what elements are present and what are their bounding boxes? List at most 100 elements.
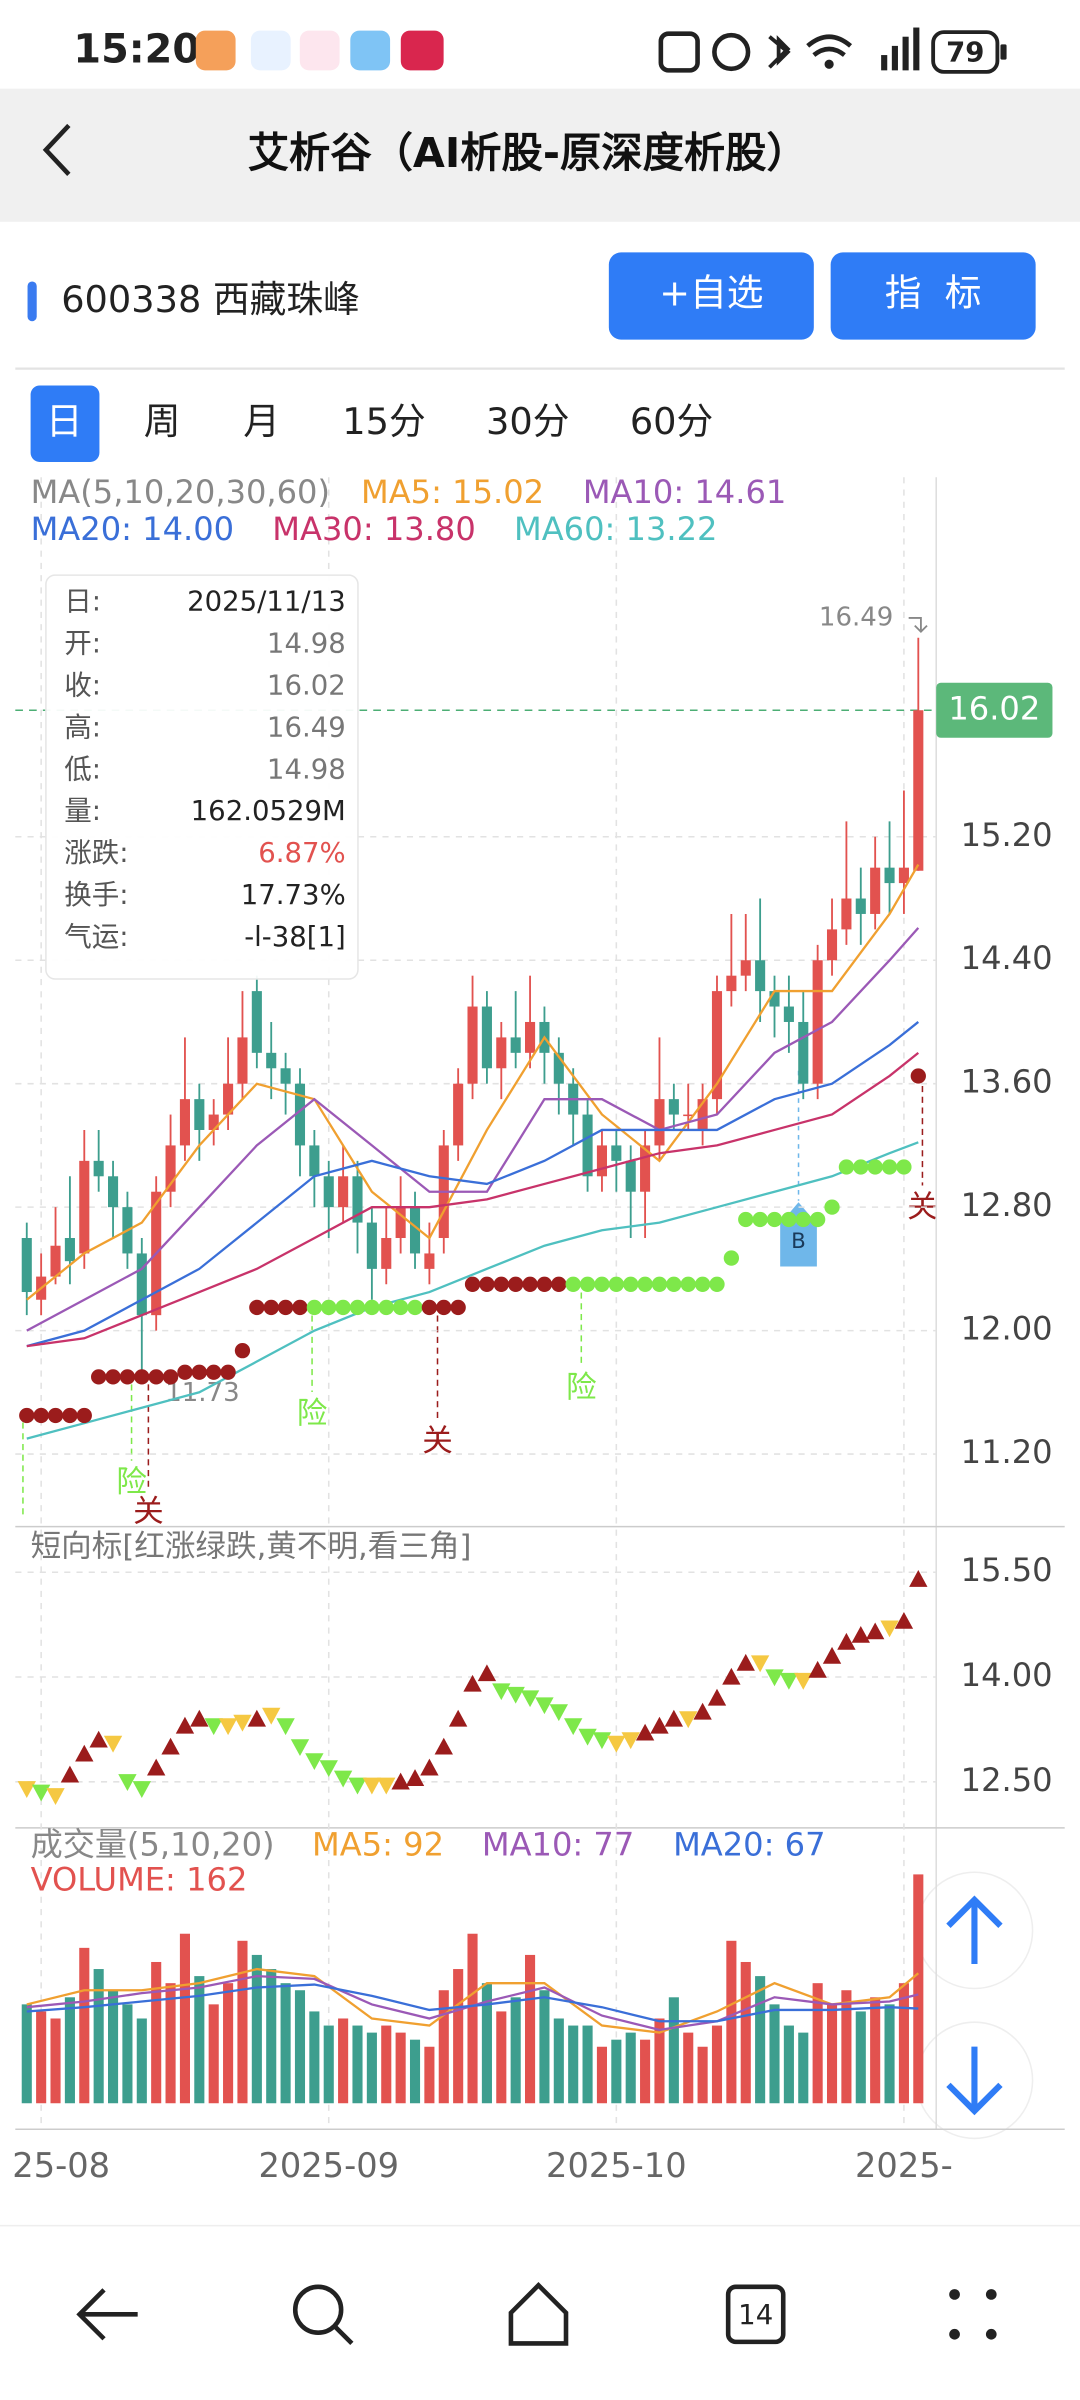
volume-bar	[409, 2039, 421, 2104]
trail-dot	[292, 1299, 308, 1316]
trail-dot	[206, 1364, 222, 1380]
trail-dot	[853, 1159, 869, 1175]
x-tick-label: 2025-10	[546, 2146, 687, 2185]
high-pointer	[908, 617, 928, 634]
signal-triangle	[75, 1744, 94, 1762]
header-title: 艾析谷（AI析股-原深度析股）	[248, 129, 808, 177]
tab[interactable]: 月	[243, 400, 280, 443]
volume-bar	[798, 2032, 809, 2104]
tab[interactable]: 30分	[486, 400, 569, 443]
trail-dot	[766, 1211, 783, 1228]
trail-dot	[177, 1364, 193, 1380]
volume-ma-legend: MA20: 67	[673, 1825, 825, 1863]
signal-triangle	[750, 1655, 770, 1673]
trail-dot	[220, 1364, 236, 1380]
trail-dot	[637, 1276, 653, 1292]
info-label: 涨跌:	[64, 837, 128, 869]
signal-triangle	[161, 1737, 180, 1755]
tab-selected[interactable]	[30, 385, 100, 462]
volume-bar	[438, 1990, 449, 2104]
signal-triangle	[765, 1669, 784, 1687]
volume-bar	[496, 2011, 507, 2104]
add-watchlist-label: +自选	[659, 272, 763, 315]
nav-search[interactable]	[292, 2284, 354, 2346]
add-watchlist-button[interactable]	[608, 252, 814, 340]
trail-dot	[536, 1276, 553, 1292]
tab[interactable]: 60分	[630, 400, 713, 443]
info-value: -l-38[1]	[244, 921, 346, 953]
nav-tabs[interactable]	[725, 2284, 786, 2345]
trail-dot	[421, 1299, 438, 1316]
tab[interactable]: 周	[144, 400, 181, 443]
app-icons	[195, 30, 444, 71]
info-value: 14.98	[267, 753, 346, 785]
y-tick-label: 15.50	[961, 1551, 1053, 1589]
candle-body	[251, 991, 262, 1053]
volume-bar	[755, 1976, 766, 2104]
nav-home[interactable]	[508, 2282, 569, 2346]
risk-marker: 险	[297, 1396, 328, 1431]
low-label: 11.73	[165, 1378, 239, 1408]
volume-bar	[50, 2018, 61, 2104]
y-tick-label: 12.00	[961, 1310, 1053, 1348]
volume-bar	[711, 2025, 723, 2104]
signal-triangle	[837, 1632, 856, 1650]
y-tick-label: 11.20	[961, 1433, 1053, 1471]
trail-dot	[464, 1276, 481, 1292]
signal-triangle	[103, 1735, 123, 1753]
candle-body	[223, 1083, 234, 1115]
trail-dot	[76, 1407, 92, 1424]
trail-dot	[119, 1369, 136, 1385]
candle-body	[50, 1245, 61, 1277]
info-label: 低:	[64, 753, 101, 785]
trail-dot	[263, 1299, 279, 1316]
signal-triangle	[434, 1737, 453, 1755]
signal-triangle	[794, 1672, 813, 1690]
volume-bar	[338, 2018, 349, 2104]
info-label: 换手:	[64, 879, 128, 911]
candle-body	[381, 1238, 392, 1269]
back-button[interactable]	[42, 123, 71, 176]
candle-body	[783, 1006, 794, 1022]
tab[interactable]: 15分	[342, 400, 425, 443]
candle-body	[841, 898, 852, 930]
volume-bar	[855, 2011, 866, 2104]
volume-bar	[525, 1954, 536, 2104]
trail-dot	[623, 1276, 639, 1292]
trail-dot	[407, 1299, 423, 1316]
candle-body	[798, 1021, 809, 1084]
volume-bar	[683, 2032, 694, 2104]
signal-triangle	[607, 1735, 626, 1753]
trail-dot	[436, 1299, 452, 1316]
signal-triangle	[463, 1674, 482, 1692]
nav-menu[interactable]	[949, 2289, 997, 2340]
trail-dot	[479, 1276, 495, 1292]
signal-triangle	[477, 1664, 497, 1682]
volume-bar	[237, 1940, 248, 2104]
trail-dot	[824, 1199, 840, 1215]
ma-line	[26, 863, 920, 1301]
candle-body	[237, 1037, 248, 1084]
buy-marker: B	[791, 1229, 806, 1254]
trail-dot	[723, 1250, 740, 1266]
volume-bar	[596, 2046, 608, 2104]
volume-bar	[783, 2025, 794, 2104]
volume-bar	[136, 2018, 147, 2104]
tab[interactable]: 日	[46, 400, 83, 443]
volume-bar	[812, 1983, 823, 2104]
trail-dot	[608, 1276, 624, 1292]
time: 15:20	[73, 27, 200, 73]
y-tick-label: 13.60	[961, 1063, 1053, 1101]
stock-name: 600338 西藏珠峰	[61, 278, 360, 321]
signal-triangle	[851, 1625, 870, 1643]
info-value: 162.0529M	[191, 795, 346, 827]
volume-bar	[841, 1990, 852, 2104]
signal-triangle	[377, 1777, 396, 1795]
nav-back[interactable]	[76, 2288, 138, 2341]
trail-dot	[508, 1276, 524, 1292]
indicator-button[interactable]	[830, 252, 1036, 340]
trail-dot	[522, 1276, 538, 1292]
signal-triangle	[592, 1732, 612, 1750]
volume-bar	[251, 1954, 262, 2104]
stock-marker	[27, 281, 37, 322]
